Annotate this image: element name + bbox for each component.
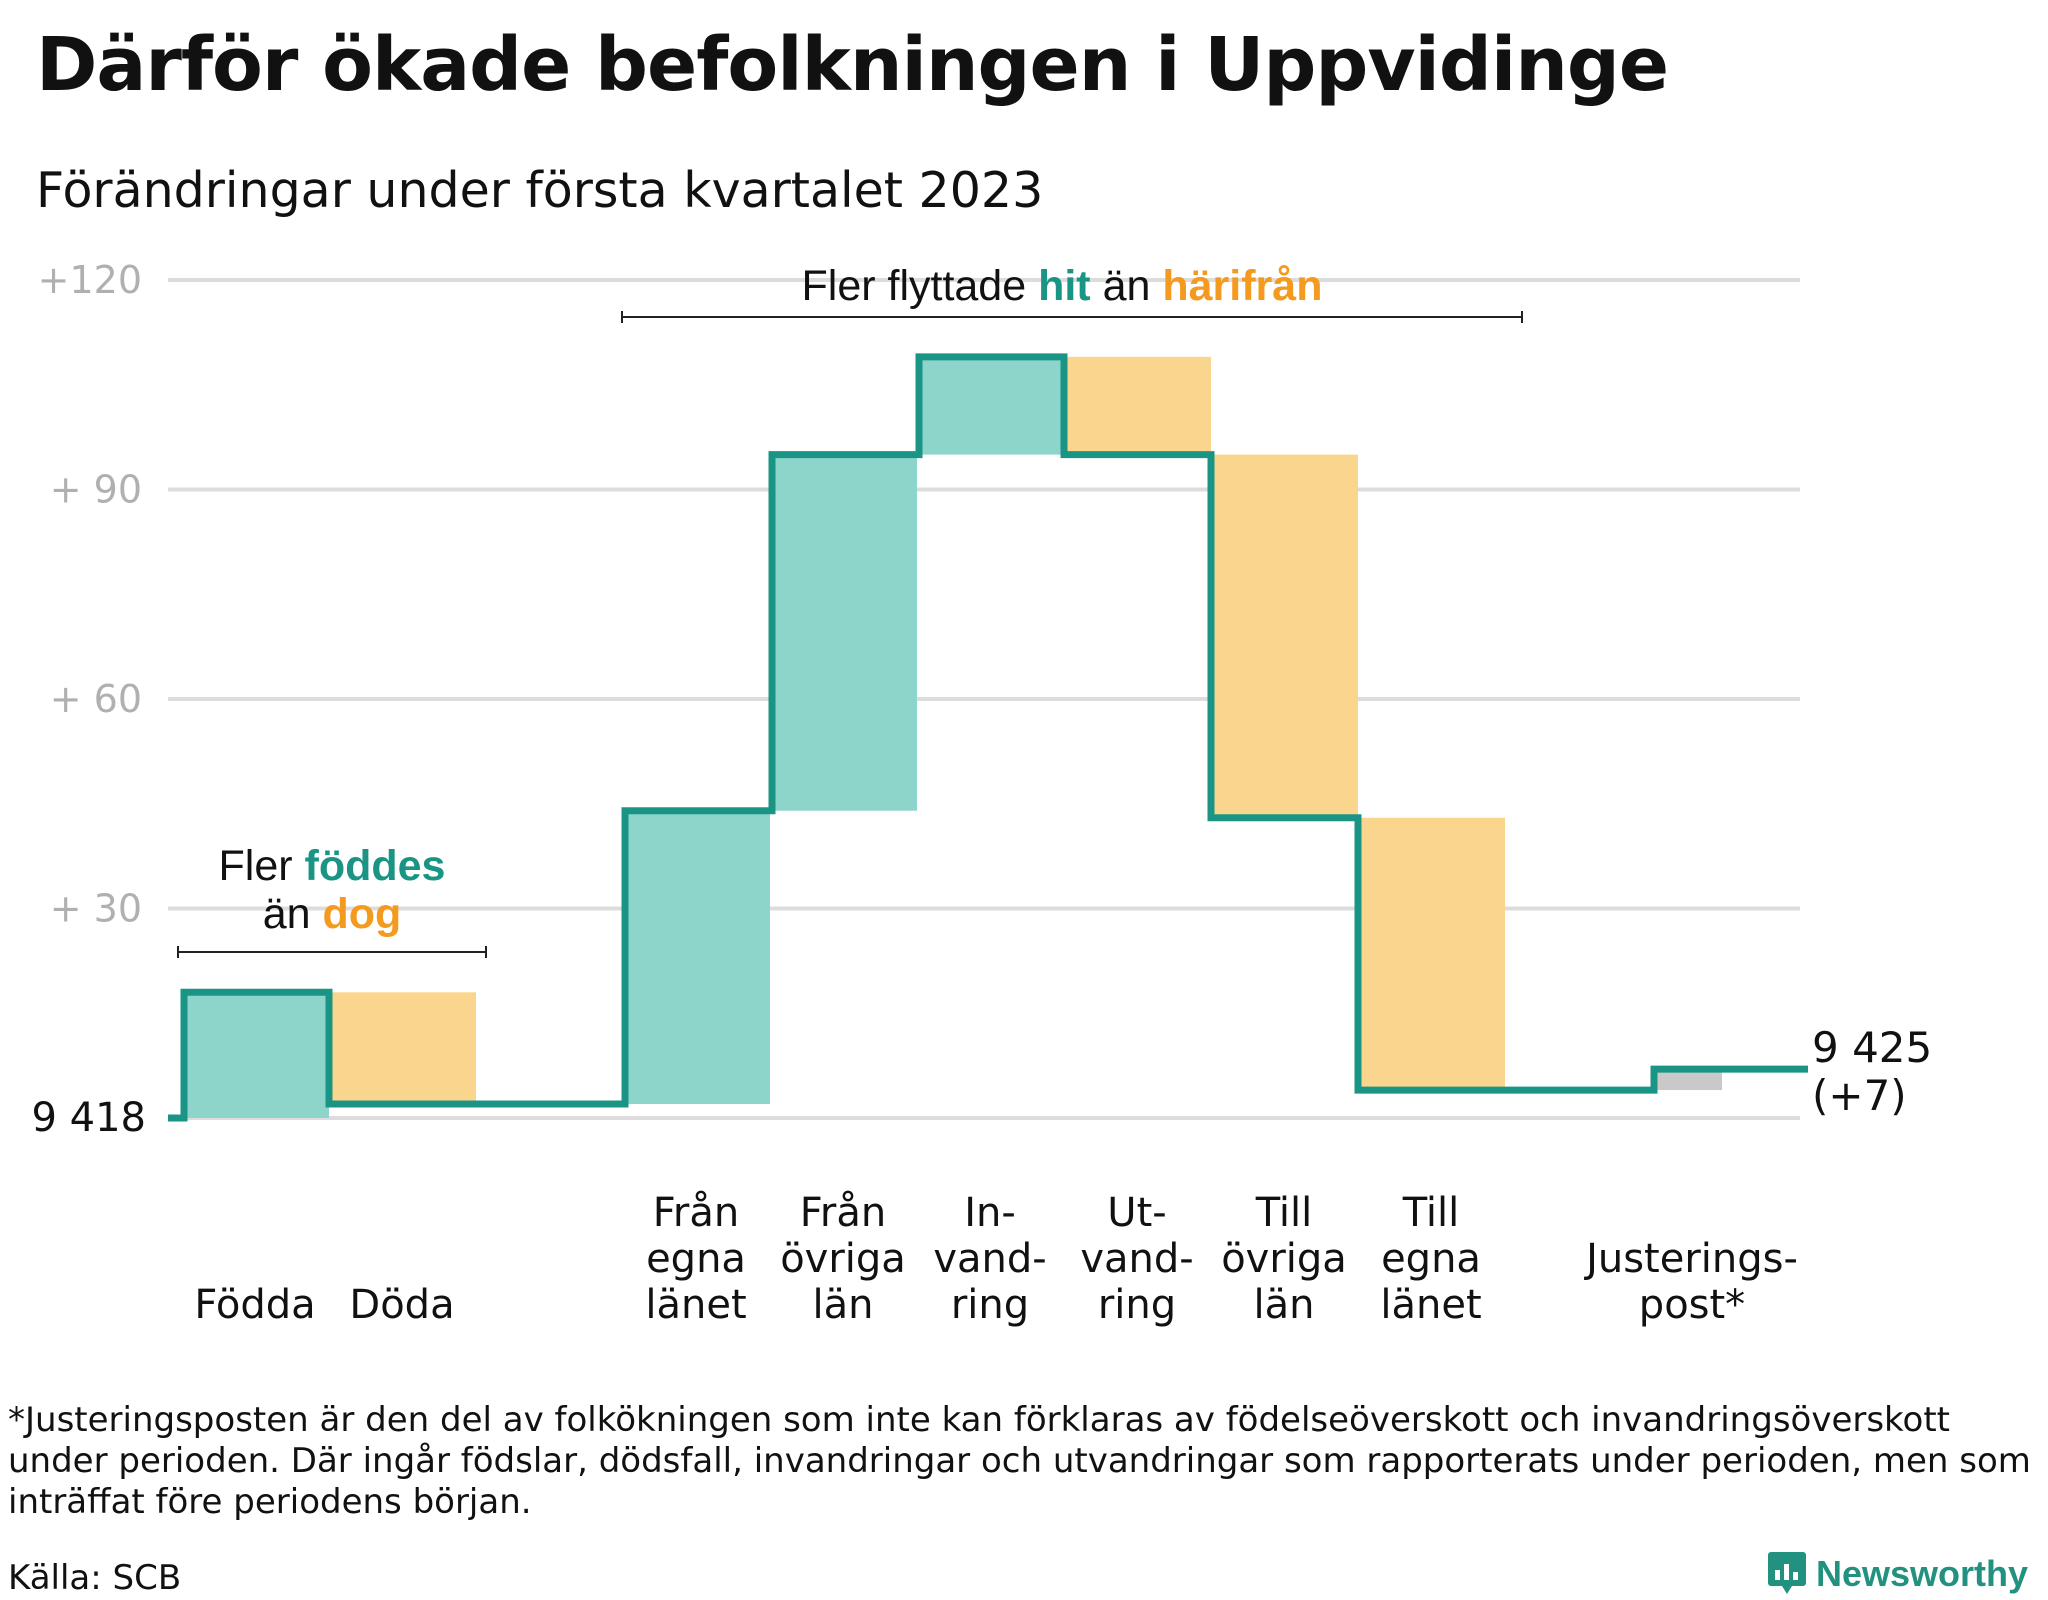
step-line: [168, 353, 1808, 1122]
value-labels: 9 418 9 425(+7): [31, 1023, 1932, 1141]
births-annotation-highlight2: dog: [322, 890, 401, 938]
start-value-label: 9 418: [31, 1095, 146, 1141]
x-label-line: län: [813, 1282, 874, 1328]
births-annotation-line1: Fler föddes: [219, 842, 446, 890]
x-label-line: Födda: [194, 1282, 315, 1328]
end-value-label: 9 425: [1812, 1023, 1932, 1072]
y-tick-label: + 60: [50, 677, 142, 721]
x-label-line: ring: [951, 1282, 1029, 1328]
x-label-line: vand-: [933, 1236, 1046, 1282]
bars: [182, 356, 1722, 1118]
chart-title: Därför ökade befolkningen i Uppvidinge: [36, 22, 1669, 108]
x-label-line: länet: [1380, 1282, 1481, 1328]
x-label-8: Till egna länet: [1380, 1190, 1481, 1328]
source-label: Källa: SCB: [8, 1558, 182, 1598]
bar-9: [1652, 1069, 1722, 1091]
x-label-4: Från övriga län: [780, 1190, 906, 1328]
x-label-line: egna: [1381, 1236, 1481, 1282]
bar-5: [917, 356, 1064, 455]
footnote: *Justeringsposten är den del av folkökni…: [8, 1400, 2031, 1522]
bar-6: [1064, 356, 1211, 455]
bar-8: [1358, 817, 1505, 1091]
brand-name: Newsworthy: [1816, 1553, 2029, 1594]
y-tick-labels: + 30 + 60 + 90 +120: [38, 258, 142, 931]
births-annotation-line2: än dog: [263, 890, 402, 938]
x-label-line: Från: [800, 1190, 886, 1236]
x-label-line: Från: [653, 1190, 739, 1236]
x-label-line: Justerings-: [1583, 1236, 1798, 1282]
x-label-3: Från egna länet: [645, 1190, 746, 1328]
x-label-line: övriga: [1221, 1236, 1347, 1282]
x-label-9: Justerings-post*: [1583, 1236, 1798, 1328]
x-label-line: länet: [645, 1282, 746, 1328]
births-annotation-prefix: Fler: [219, 842, 305, 890]
migration-highlight-hit: hit: [1038, 262, 1091, 310]
x-label-line: Döda: [349, 1282, 454, 1328]
chart-subtitle: Förändringar under första kvartalet 2023: [36, 162, 1044, 219]
y-tick-label: + 30: [50, 887, 142, 931]
x-label-6: Ut-vand-ring: [1080, 1190, 1193, 1328]
x-label-line: In-: [964, 1190, 1016, 1236]
births-annotation-prefix2: än: [263, 890, 323, 938]
grid-lines: [168, 278, 1800, 1120]
bar-4: [770, 454, 917, 811]
y-tick-label: + 90: [50, 468, 142, 512]
end-change-label: (+7): [1812, 1071, 1907, 1120]
running-total-line: [168, 353, 1808, 1122]
brand-logo: Newsworthy: [1768, 1552, 2028, 1596]
x-label-line: vand-: [1080, 1236, 1193, 1282]
x-label-line: egna: [646, 1236, 746, 1282]
x-label-line: övriga: [780, 1236, 906, 1282]
x-label-2: Döda: [349, 1282, 454, 1328]
migration-highlight-harifran: härifrån: [1162, 262, 1322, 310]
x-label-7: Till övriga län: [1221, 1190, 1347, 1328]
bar-3: [623, 810, 770, 1105]
x-label-5: In-vand-ring: [933, 1190, 1046, 1328]
migration-annotation: Fler flyttade hit än härifrån: [802, 262, 1323, 310]
x-label-line: post*: [1639, 1282, 1745, 1328]
bar-7: [1211, 454, 1358, 818]
migration-prefix: Fler flyttade: [802, 262, 1039, 310]
x-label-line: Till: [1402, 1190, 1460, 1236]
bar-2: [329, 992, 476, 1105]
x-label-line: Ut-: [1107, 1190, 1166, 1236]
x-label-1: Födda: [194, 1282, 315, 1328]
births-annotation-highlight: föddes: [305, 842, 446, 890]
y-tick-label: +120: [38, 258, 142, 302]
migration-middle: än: [1091, 262, 1163, 310]
x-label-line: ring: [1098, 1282, 1176, 1328]
x-label-line: Till: [1255, 1190, 1313, 1236]
bar-1: [182, 992, 329, 1118]
x-label-line: län: [1254, 1282, 1315, 1328]
newsworthy-logo-icon: [1768, 1552, 1806, 1594]
